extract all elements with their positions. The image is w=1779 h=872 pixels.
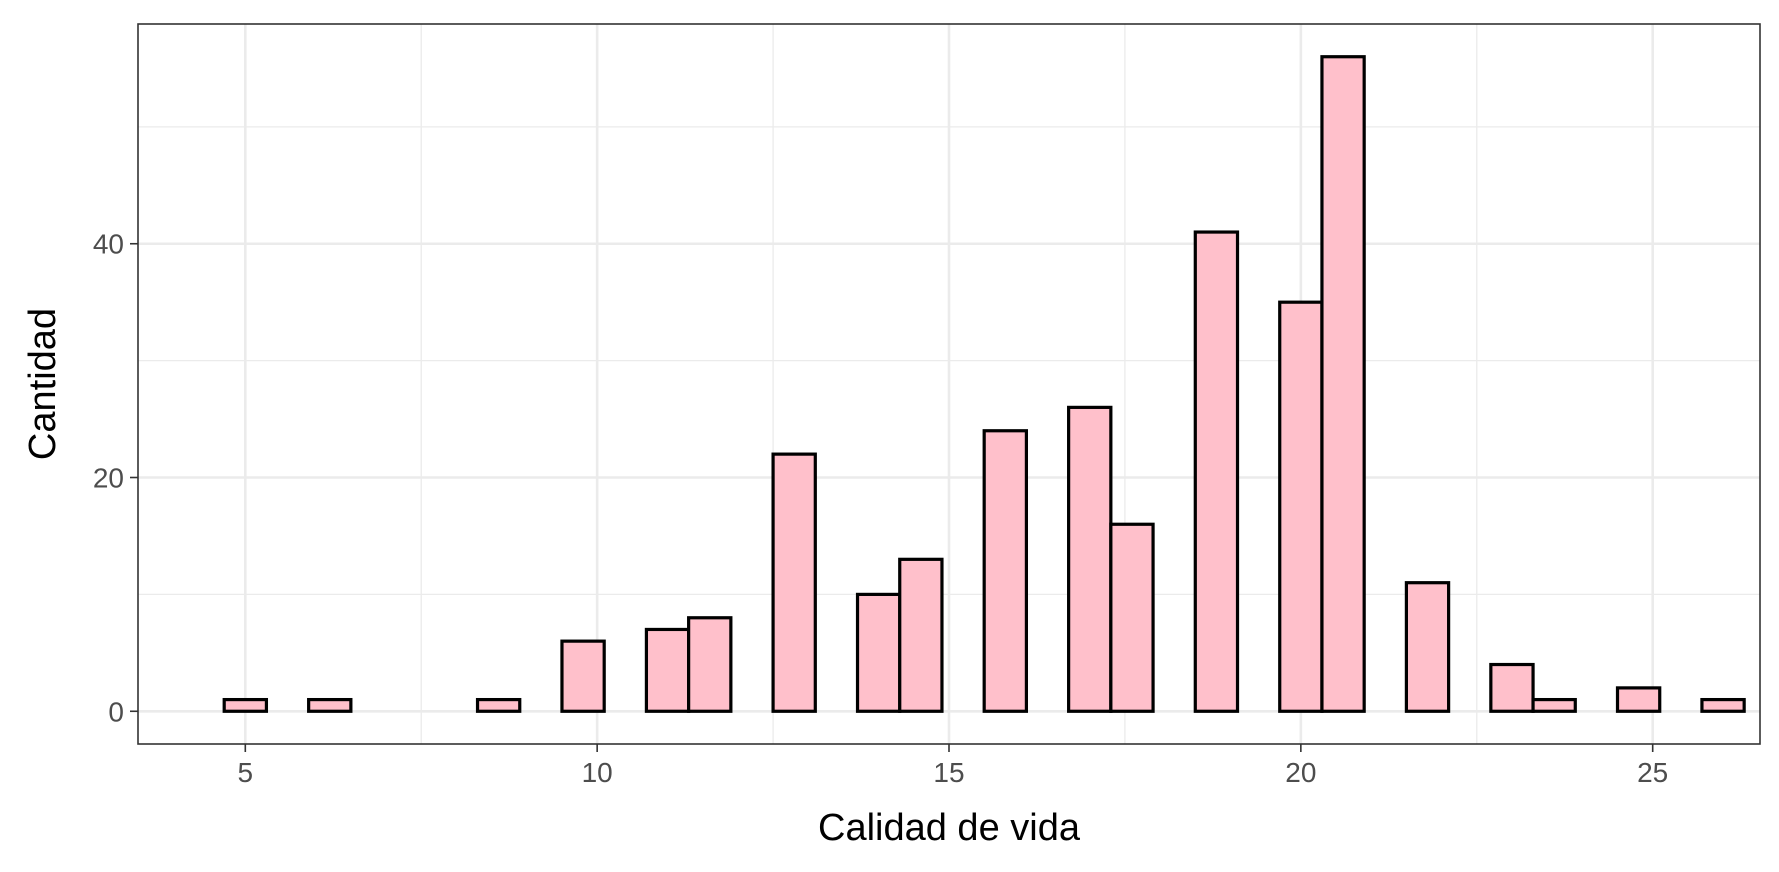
histogram-bar [1278,300,1324,713]
histogram-bar [1067,405,1113,713]
histogram-bar [1404,581,1451,713]
y-tick-label: 20 [93,463,124,494]
histogram-bar [687,616,733,713]
x-tick-label: 5 [238,757,254,788]
y-tick-label: 40 [93,229,124,260]
histogram-bar [307,697,353,713]
histogram-bar [1615,686,1662,713]
histogram-bar [475,697,522,713]
histogram-bars [222,55,1746,713]
x-tick-label: 25 [1637,757,1668,788]
x-axis: 5 10 15 20 25 [238,744,1668,788]
histogram-bar [560,639,606,713]
histogram-bar [1489,662,1535,713]
x-tick-label: 10 [582,757,613,788]
y-axis-title: Cantidad [22,308,64,460]
y-tick-label: 0 [108,696,124,727]
x-tick-label: 15 [933,757,964,788]
histogram-bar [855,592,902,713]
histogram-bar [1193,230,1240,713]
x-axis-title: Calidad de vida [818,807,1081,849]
histogram-bar [1531,697,1577,713]
histogram-bar [644,627,691,713]
y-axis: 0 20 40 [93,229,138,727]
histogram-bar [982,429,1029,713]
histogram-bar [1700,697,1746,713]
histogram-bar [222,697,269,713]
histogram-bar [1320,55,1366,713]
x-tick-label: 20 [1285,757,1316,788]
histogram-bar [898,557,944,713]
histogram-bar [1109,522,1155,713]
histogram-bar [771,452,817,713]
